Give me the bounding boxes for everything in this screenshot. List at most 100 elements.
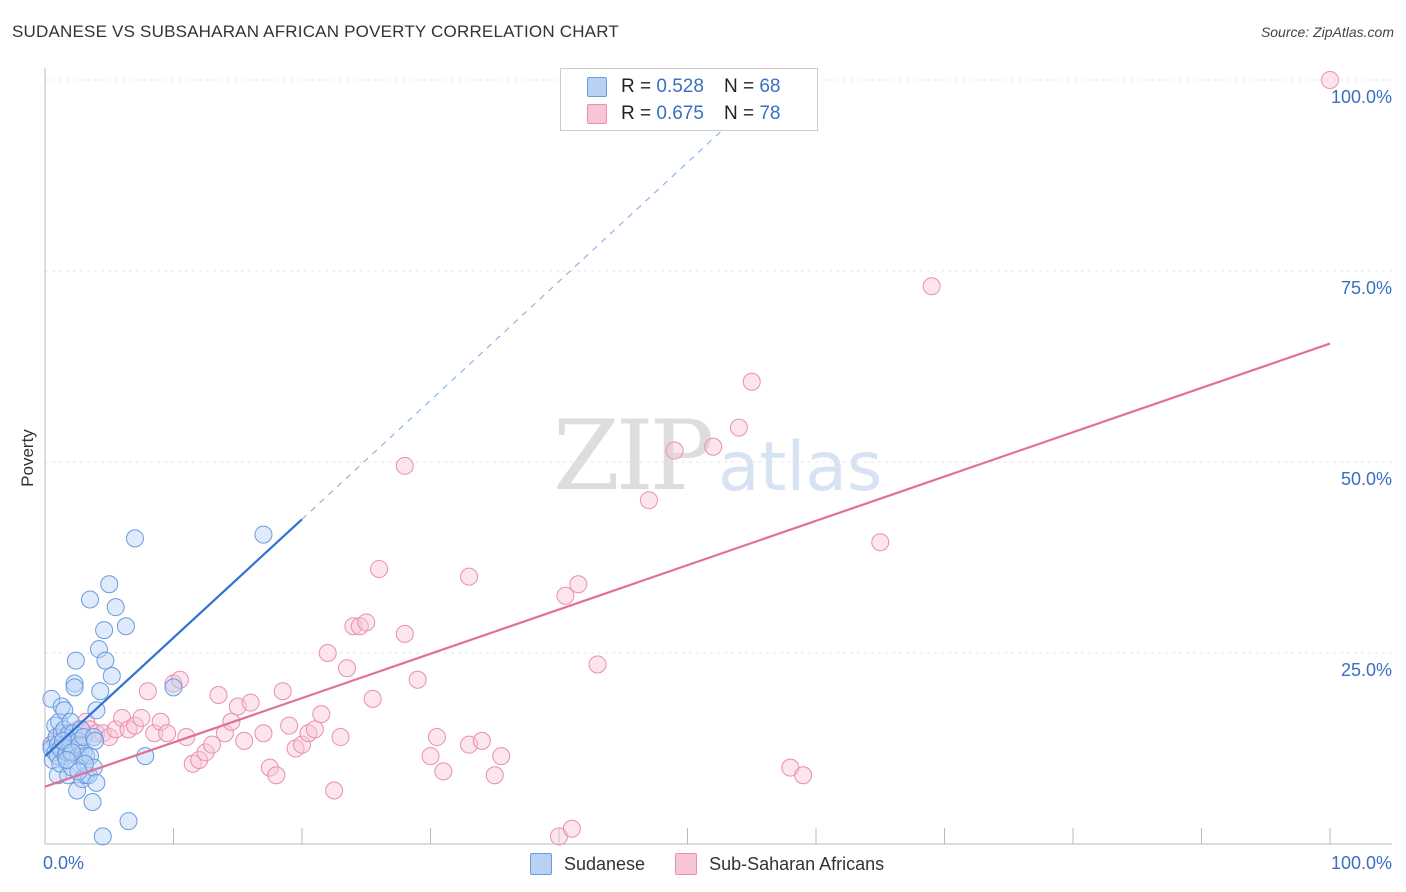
- legend-swatch-sudanese: [587, 77, 607, 97]
- subsaharan-point: [1321, 71, 1339, 89]
- subsaharan-point: [472, 731, 491, 750]
- y-tick-label: 75.0%: [1341, 278, 1392, 298]
- axes: [44, 68, 1392, 845]
- y-axis-label: Poverty: [18, 429, 37, 487]
- sudanese-trend-line: [44, 518, 303, 757]
- legend-n-value: 68: [759, 76, 781, 97]
- sudanese-point: [125, 529, 144, 548]
- subsaharan-point: [170, 670, 189, 689]
- series-label-sudanese: Sudanese: [564, 853, 646, 874]
- series-legend-subsaharan: Sub-Saharan Africans: [675, 853, 884, 875]
- subsaharan-point: [293, 735, 311, 754]
- y-tick-label: 50.0%: [1341, 469, 1392, 489]
- subsaharan-point: [871, 533, 890, 552]
- sudanese-point: [48, 766, 67, 785]
- legend-r-value: 0.528: [656, 76, 704, 97]
- legend-row-subsaharan: R = 0.675 N = 78: [587, 102, 780, 126]
- sudanese-point: [74, 728, 93, 747]
- subsaharan-point: [434, 762, 453, 781]
- series-swatch-sudanese: [530, 853, 552, 875]
- subsaharan-point: [203, 735, 222, 754]
- subsaharan-point: [267, 766, 286, 785]
- sudanese-point: [89, 640, 108, 659]
- sudanese-trend-extension: [301, 102, 753, 520]
- subsaharan-point: [427, 728, 446, 747]
- tick-labels: 25.0% 50.0% 75.0% 100.0% 0.0% 100.0%: [43, 87, 1392, 873]
- subsaharan-point: [363, 689, 382, 708]
- subsaharan-point: [704, 437, 723, 456]
- subsaharan-point: [729, 418, 748, 437]
- sudanese-point: [93, 827, 112, 846]
- correlation-legend: R = 0.528 N = 68 R = 0.675 N = 78: [560, 68, 818, 131]
- sudanese-point: [106, 598, 125, 617]
- sudanese-point: [102, 666, 121, 685]
- series-legend: Sudanese Sub-Saharan Africans: [530, 852, 914, 876]
- subsaharan-point: [562, 819, 581, 838]
- subsaharan-point: [421, 747, 440, 766]
- subsaharan-point: [370, 559, 389, 578]
- source-credit: Source: ZipAtlas.com: [1260, 24, 1394, 40]
- subsaharan-point: [569, 575, 588, 594]
- y-tick-label: 25.0%: [1341, 660, 1392, 680]
- subsaharan-point: [485, 766, 504, 785]
- subsaharan-point: [100, 728, 119, 747]
- subsaharan-point: [260, 758, 279, 777]
- subsaharan-point: [395, 624, 414, 643]
- sudanese-point: [96, 651, 115, 670]
- chart-title: SUDANESE VS SUBSAHARAN AFRICAN POVERTY C…: [12, 22, 619, 41]
- sudanese-point: [57, 750, 76, 769]
- legend-r-label: R =: [621, 103, 652, 124]
- subsaharan-point: [125, 716, 144, 735]
- sudanese-point: [116, 617, 135, 636]
- subsaharan-point: [138, 682, 157, 701]
- sudanese-point: [91, 682, 110, 701]
- legend-r-label: R =: [621, 76, 652, 97]
- subsaharan-point: [408, 670, 427, 689]
- subsaharan-point: [254, 724, 273, 743]
- sudanese-point: [65, 678, 84, 697]
- legend-n-label: N =: [723, 103, 755, 124]
- subsaharan-point: [357, 613, 376, 632]
- subsaharan-point: [305, 720, 324, 739]
- watermark-atlas: atlas: [718, 428, 883, 507]
- subsaharan-point: [209, 686, 228, 705]
- legend-swatch-subsaharan: [587, 104, 607, 124]
- legend-n-label: N =: [723, 76, 755, 97]
- subsaharan-point: [318, 644, 337, 662]
- sudanese-point: [65, 674, 84, 693]
- watermark-zip: ZIP: [553, 400, 714, 512]
- sudanese-point: [100, 575, 119, 594]
- x-tick-label: 0.0%: [43, 853, 84, 873]
- subsaharan-point: [337, 659, 356, 678]
- subsaharan-point: [325, 781, 344, 800]
- series-legend-sudanese: Sudanese: [530, 853, 645, 875]
- sudanese-point: [83, 792, 102, 811]
- subsaharan-point: [492, 747, 511, 766]
- subsaharan-point: [132, 708, 151, 727]
- subsaharan-point: [106, 720, 125, 739]
- subsaharan-trend-line: [44, 342, 1331, 788]
- sudanese-point: [86, 731, 105, 750]
- subsaharan-point: [145, 724, 164, 743]
- sudanese-point: [42, 689, 61, 708]
- subsaharan-point: [588, 655, 607, 674]
- subsaharan-point: [794, 766, 813, 785]
- series-label-subsaharan: Sub-Saharan Africans: [709, 853, 885, 874]
- subsaharan-point: [151, 712, 170, 731]
- subsaharan-point: [235, 731, 254, 750]
- sudanese-point: [87, 773, 106, 792]
- trend-lines: [44, 102, 1331, 788]
- subsaharan-point: [158, 724, 177, 743]
- sudanese-point: [80, 590, 99, 609]
- subsaharan-point: [665, 441, 684, 460]
- subsaharan-point: [556, 586, 575, 605]
- sudanese-point: [95, 621, 114, 640]
- legend-r-value: 0.675: [656, 103, 704, 124]
- subsaharan-point: [639, 491, 658, 510]
- gridlines: [45, 79, 1392, 654]
- subsaharan-point: [460, 567, 479, 586]
- sudanese-point: [66, 651, 85, 670]
- sudanese-points: [42, 525, 273, 846]
- sudanese-point: [61, 712, 80, 731]
